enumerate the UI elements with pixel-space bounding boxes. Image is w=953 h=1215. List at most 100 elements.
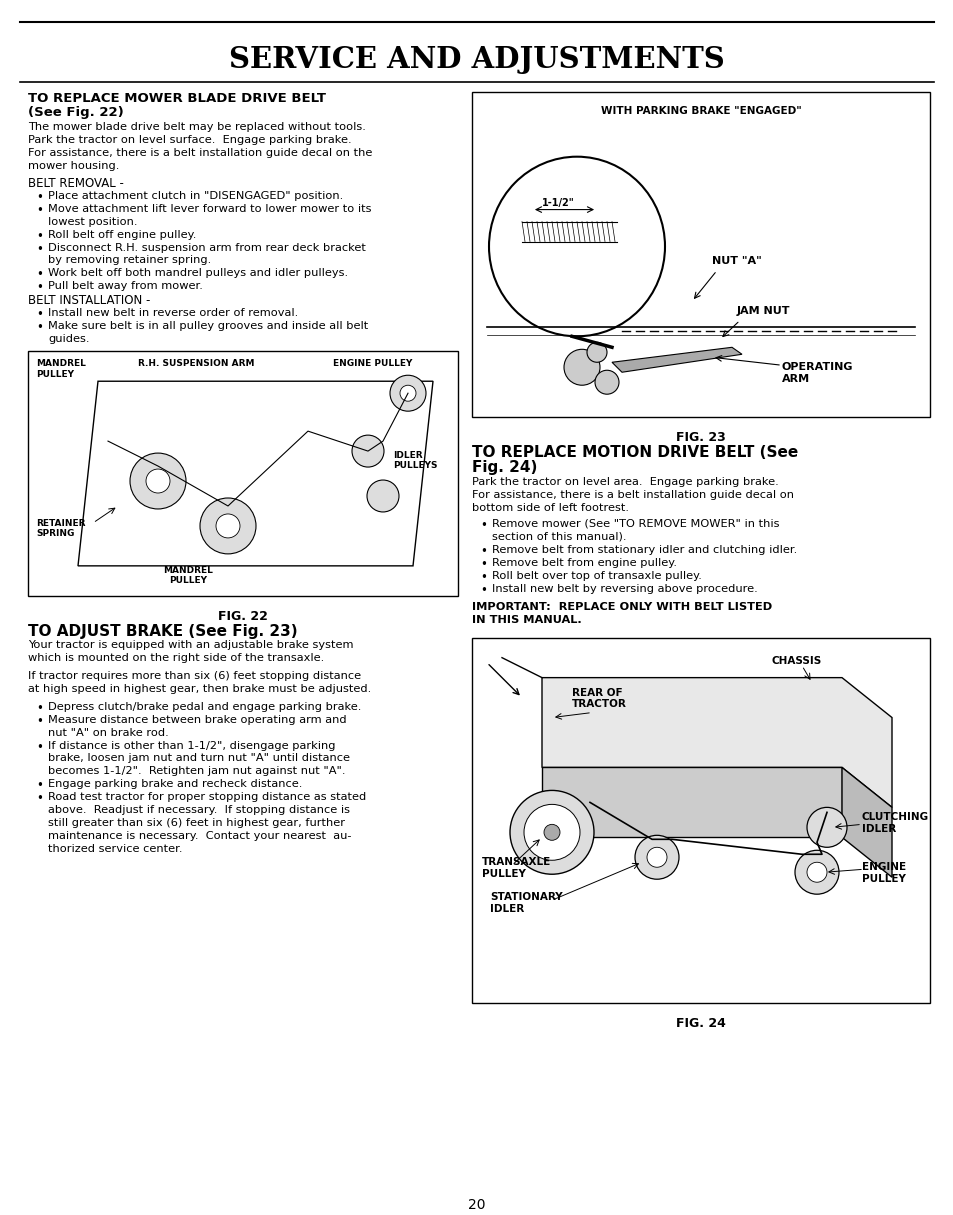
Text: NUT "A": NUT "A": [711, 256, 760, 266]
Text: FIG. 22: FIG. 22: [218, 610, 268, 623]
Text: •: •: [36, 321, 43, 334]
Text: CLUTCHING
IDLER: CLUTCHING IDLER: [862, 813, 928, 833]
Text: FIG. 24: FIG. 24: [676, 1017, 725, 1030]
Text: Park the tractor on level surface.  Engage parking brake.: Park the tractor on level surface. Engag…: [28, 135, 352, 145]
Text: If tractor requires more than six (6) feet stopping distance: If tractor requires more than six (6) fe…: [28, 671, 361, 680]
Text: •: •: [36, 780, 43, 792]
Text: OPERATING
ARM: OPERATING ARM: [781, 362, 853, 384]
Text: •: •: [36, 701, 43, 714]
Text: JAM NUT: JAM NUT: [737, 306, 790, 316]
Text: Place attachment clutch in "DISENGAGED" position.: Place attachment clutch in "DISENGAGED" …: [48, 191, 343, 200]
Circle shape: [367, 480, 398, 512]
Text: by removing retainer spring.: by removing retainer spring.: [48, 255, 211, 266]
Text: Install new belt by reversing above procedure.: Install new belt by reversing above proc…: [492, 584, 757, 594]
Text: guides.: guides.: [48, 334, 90, 344]
Text: Make sure belt is in all pulley grooves and inside all belt: Make sure belt is in all pulley grooves …: [48, 321, 368, 332]
Text: •: •: [36, 792, 43, 806]
Circle shape: [352, 435, 384, 467]
Polygon shape: [841, 768, 891, 877]
Text: at high speed in highest gear, then brake must be adjusted.: at high speed in highest gear, then brak…: [28, 684, 371, 694]
Text: nut "A" on brake rod.: nut "A" on brake rod.: [48, 728, 169, 738]
Polygon shape: [612, 347, 741, 372]
Circle shape: [390, 375, 426, 411]
Text: IDLER
PULLEYS: IDLER PULLEYS: [393, 451, 437, 470]
Text: The mower blade drive belt may be replaced without tools.: The mower blade drive belt may be replac…: [28, 122, 366, 131]
Circle shape: [806, 808, 846, 847]
Text: 1-1/2": 1-1/2": [541, 198, 574, 208]
Text: For assistance, there is a belt installation guide decal on the: For assistance, there is a belt installa…: [28, 148, 372, 158]
Text: SERVICE AND ADJUSTMENTS: SERVICE AND ADJUSTMENTS: [229, 45, 724, 74]
Text: •: •: [36, 204, 43, 216]
Text: Work belt off both mandrel pulleys and idler pulleys.: Work belt off both mandrel pulleys and i…: [48, 269, 348, 278]
Text: Measure distance between brake operating arm and: Measure distance between brake operating…: [48, 714, 346, 724]
Text: lowest position.: lowest position.: [48, 216, 137, 226]
Text: For assistance, there is a belt installation guide decal on: For assistance, there is a belt installa…: [472, 490, 793, 501]
Text: •: •: [36, 230, 43, 243]
Circle shape: [200, 498, 255, 554]
Polygon shape: [541, 678, 891, 808]
Text: •: •: [36, 269, 43, 282]
Text: Road test tractor for proper stopping distance as stated: Road test tractor for proper stopping di…: [48, 792, 366, 802]
Text: above.  Readjust if necessary.  If stopping distance is: above. Readjust if necessary. If stoppin…: [48, 806, 350, 815]
Text: section of this manual).: section of this manual).: [492, 532, 626, 542]
Text: •: •: [479, 558, 486, 571]
Circle shape: [215, 514, 240, 538]
Text: BELT REMOVAL -: BELT REMOVAL -: [28, 176, 124, 190]
Text: Move attachment lift lever forward to lower mower to its: Move attachment lift lever forward to lo…: [48, 204, 371, 214]
Text: •: •: [479, 571, 486, 584]
Text: bottom side of left footrest.: bottom side of left footrest.: [472, 503, 628, 513]
Text: BELT INSTALLATION -: BELT INSTALLATION -: [28, 294, 151, 307]
Text: Roll belt off engine pulley.: Roll belt off engine pulley.: [48, 230, 196, 239]
Bar: [472, 92, 929, 417]
Text: Fig. 24): Fig. 24): [472, 460, 537, 475]
Text: REAR OF
TRACTOR: REAR OF TRACTOR: [572, 688, 626, 710]
Circle shape: [399, 385, 416, 401]
Text: STATIONARY
IDLER: STATIONARY IDLER: [490, 892, 562, 914]
Text: maintenance is necessary.  Contact your nearest  au-: maintenance is necessary. Contact your n…: [48, 831, 351, 841]
Circle shape: [586, 343, 606, 362]
Circle shape: [523, 804, 579, 860]
Text: If distance is other than 1-1/2", disengage parking: If distance is other than 1-1/2", diseng…: [48, 740, 335, 751]
Text: Remove belt from stationary idler and clutching idler.: Remove belt from stationary idler and cl…: [492, 544, 797, 555]
Bar: [472, 638, 929, 1002]
Circle shape: [543, 824, 559, 841]
Text: WITH PARKING BRAKE "ENGAGED": WITH PARKING BRAKE "ENGAGED": [600, 106, 801, 115]
Text: •: •: [36, 191, 43, 204]
Text: (See Fig. 22): (See Fig. 22): [28, 106, 124, 119]
Text: •: •: [36, 309, 43, 322]
Text: TO ADJUST BRAKE (See Fig. 23): TO ADJUST BRAKE (See Fig. 23): [28, 623, 297, 639]
Text: •: •: [479, 519, 486, 532]
Circle shape: [563, 349, 599, 385]
Text: which is mounted on the right side of the transaxle.: which is mounted on the right side of th…: [28, 652, 324, 662]
Text: •: •: [36, 714, 43, 728]
Circle shape: [794, 850, 838, 894]
Text: RETAINER
SPRING: RETAINER SPRING: [36, 519, 86, 538]
Text: TO REPLACE MOWER BLADE DRIVE BELT: TO REPLACE MOWER BLADE DRIVE BELT: [28, 92, 326, 104]
Text: MANDREL
PULLEY: MANDREL PULLEY: [36, 360, 86, 379]
Text: MANDREL
PULLEY: MANDREL PULLEY: [163, 566, 213, 586]
Text: 20: 20: [468, 1198, 485, 1211]
Text: ENGINE PULLEY: ENGINE PULLEY: [333, 360, 412, 368]
Text: TRANSAXLE
PULLEY: TRANSAXLE PULLEY: [481, 858, 551, 878]
Text: •: •: [479, 584, 486, 597]
Text: Remove belt from engine pulley.: Remove belt from engine pulley.: [492, 558, 677, 567]
Text: Park the tractor on level area.  Engage parking brake.: Park the tractor on level area. Engage p…: [472, 477, 778, 487]
Text: IMPORTANT:  REPLACE ONLY WITH BELT LISTED: IMPORTANT: REPLACE ONLY WITH BELT LISTED: [472, 601, 771, 612]
Circle shape: [806, 863, 826, 882]
Text: Engage parking brake and recheck distance.: Engage parking brake and recheck distanc…: [48, 780, 302, 790]
Text: ENGINE
PULLEY: ENGINE PULLEY: [862, 863, 905, 883]
Text: TO REPLACE MOTION DRIVE BELT (See: TO REPLACE MOTION DRIVE BELT (See: [472, 445, 798, 460]
Text: R.H. SUSPENSION ARM: R.H. SUSPENSION ARM: [138, 360, 254, 368]
Text: brake, loosen jam nut and turn nut "A" until distance: brake, loosen jam nut and turn nut "A" u…: [48, 753, 350, 763]
Text: becomes 1-1/2".  Retighten jam nut against nut "A".: becomes 1-1/2". Retighten jam nut agains…: [48, 767, 345, 776]
Text: thorized service center.: thorized service center.: [48, 844, 182, 854]
Text: IN THIS MANUAL.: IN THIS MANUAL.: [472, 615, 581, 625]
Bar: [28, 351, 457, 595]
Circle shape: [646, 847, 666, 868]
Polygon shape: [541, 768, 841, 837]
Text: •: •: [36, 740, 43, 753]
Text: Disconnect R.H. suspension arm from rear deck bracket: Disconnect R.H. suspension arm from rear…: [48, 243, 366, 253]
Circle shape: [510, 791, 594, 875]
Circle shape: [635, 835, 679, 880]
Text: CHASSIS: CHASSIS: [771, 656, 821, 666]
